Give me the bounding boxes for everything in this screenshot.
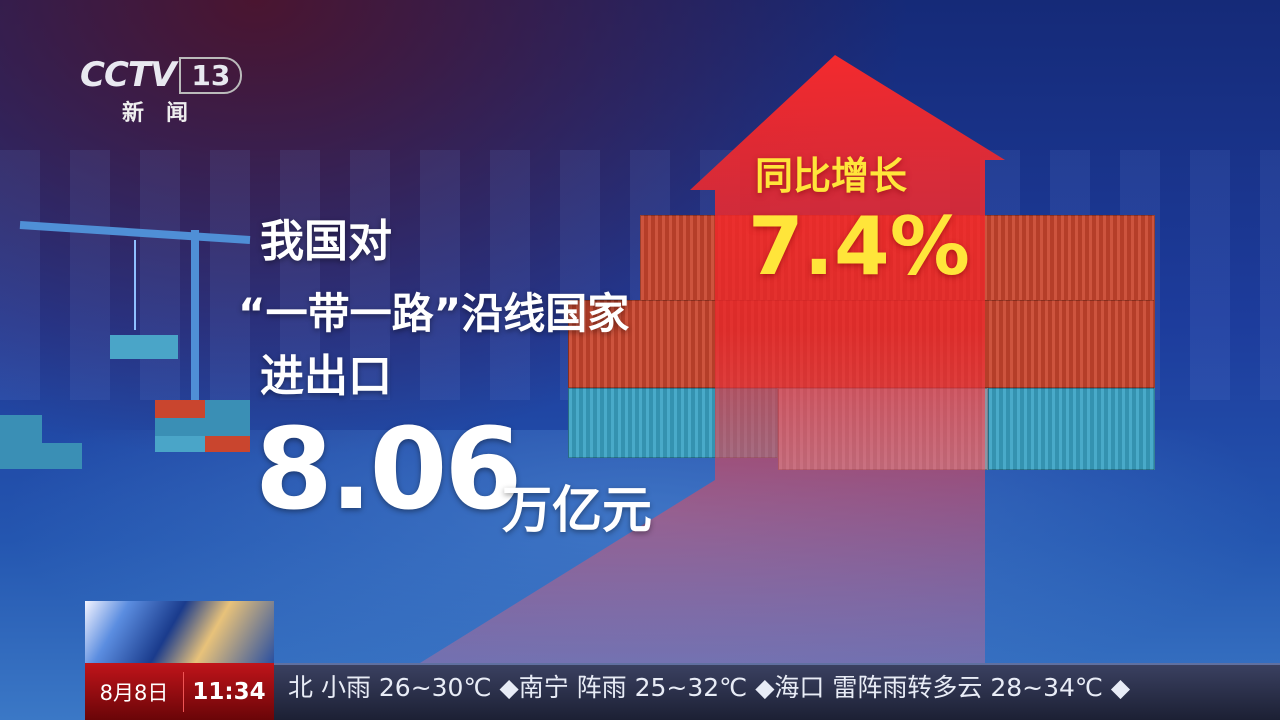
growth-value: 7.4% xyxy=(748,200,970,293)
headline-unit: 万亿元 xyxy=(502,481,652,539)
weather-ticker: 北 小雨 26~30℃ ◆南宁 阵雨 25~32℃ ◆海口 雷阵雨转多云 28~… xyxy=(274,663,1280,720)
growth-label: 同比增长 xyxy=(755,154,908,198)
container-bottom-right xyxy=(988,388,1155,470)
crane-illustration xyxy=(0,221,251,469)
logo-subtitle: 新闻 xyxy=(122,101,211,126)
channel-logo: CCTV 13 新闻 xyxy=(80,55,243,127)
program-thumbnail xyxy=(85,601,274,663)
ticker-time: 11:34 xyxy=(192,678,266,705)
logo-channel: 13 xyxy=(179,56,243,94)
logo-brand: CCTV xyxy=(80,55,176,95)
ticker-date: 8月8日 xyxy=(99,680,169,705)
headline-line3: 进出口 xyxy=(260,351,392,402)
date-time-box: 8月8日 11:34 xyxy=(85,663,274,720)
headline-line2: “一带一路”沿线国家 xyxy=(238,289,630,338)
headline-value: 8.06 xyxy=(255,405,522,535)
divider xyxy=(183,671,184,712)
headline-line1: 我国对 xyxy=(260,216,392,267)
